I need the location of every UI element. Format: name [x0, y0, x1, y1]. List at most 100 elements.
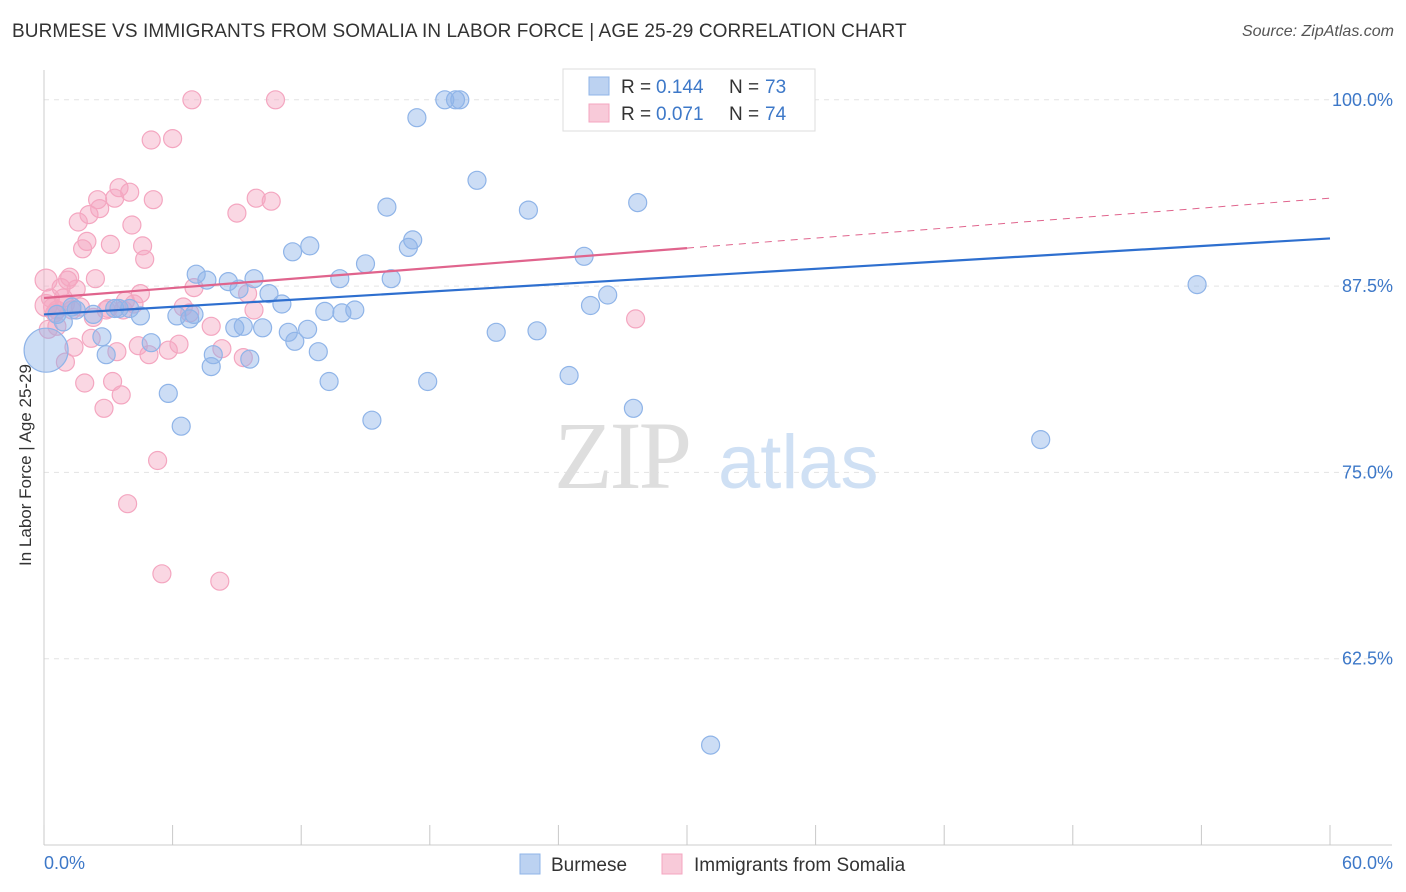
source-label: Source: ZipAtlas.com: [1241, 23, 1394, 40]
point-somalia: [90, 199, 110, 219]
point-burmese: [272, 294, 292, 314]
point-burmese: [362, 410, 382, 430]
point-burmese: [580, 295, 601, 316]
point-burmese: [283, 242, 303, 262]
x-tick-label: 0.0%: [44, 853, 85, 873]
trend-line-somalia: [43, 247, 688, 300]
point-somalia: [158, 340, 178, 360]
point-burmese: [233, 316, 253, 336]
point-somalia: [107, 342, 127, 362]
chart-title: BURMESE VS IMMIGRANTS FROM SOMALIA IN LA…: [12, 21, 907, 42]
bottom-legend-label: Immigrants from Somalia: [694, 855, 906, 876]
point-somalia: [85, 269, 106, 289]
trend-line-somalia-extension: [686, 197, 1331, 249]
y-tick-label: 100.0%: [1332, 90, 1393, 110]
point-somalia: [261, 191, 281, 211]
point-somalia: [143, 190, 163, 210]
point-burmese: [218, 272, 238, 292]
gridlines: [44, 99, 1392, 660]
point-somalia: [117, 494, 138, 514]
point-burmese: [1187, 275, 1207, 295]
point-burmese: [1031, 430, 1051, 450]
point-burmese: [450, 90, 470, 110]
point-somalia: [244, 300, 264, 320]
point-burmese: [240, 349, 260, 369]
legend-swatch: [588, 103, 610, 123]
point-somalia: [77, 231, 97, 251]
legend-r-value: 0.144: [656, 77, 704, 98]
series-somalia-points: [34, 90, 646, 591]
point-burmese: [244, 269, 264, 289]
legend-r-label: R =: [621, 77, 651, 98]
point-burmese: [355, 254, 376, 274]
point-burmese: [435, 90, 455, 110]
point-burmese: [259, 284, 279, 304]
point-burmese: [315, 301, 335, 321]
legend-n-label: N =: [729, 104, 759, 125]
series-burmese-points: [23, 90, 1207, 755]
bottom-legend: Burmese Immigrants from Somalia: [519, 853, 906, 876]
point-somalia: [201, 316, 221, 336]
point-burmese: [559, 365, 579, 386]
point-somalia: [227, 203, 247, 223]
point-burmese: [92, 327, 112, 347]
point-burmese: [285, 331, 305, 351]
point-somalia: [122, 215, 142, 235]
point-burmese: [445, 90, 466, 110]
point-somalia: [139, 345, 159, 365]
x-tick-label: 60.0%: [1342, 853, 1393, 873]
point-somalia: [102, 371, 123, 392]
legend-n-label: N =: [729, 77, 759, 98]
legend-r-label: R =: [621, 104, 651, 125]
point-somalia: [210, 571, 230, 591]
trend-lines: [43, 197, 1331, 316]
point-somalia: [169, 334, 189, 354]
point-somalia: [246, 188, 266, 208]
tick-labels: 100.0% 87.5% 75.0% 62.5% 0.0% 60.0%: [44, 90, 1393, 873]
point-somalia: [68, 212, 88, 232]
point-somalia: [141, 130, 161, 150]
point-burmese: [96, 345, 116, 365]
point-somalia: [66, 279, 86, 299]
point-somalia: [152, 564, 172, 584]
legend-n-value: 73: [765, 77, 786, 98]
point-burmese: [105, 298, 125, 319]
watermark: ZIP atlas: [554, 402, 879, 509]
point-burmese: [319, 371, 339, 392]
point-burmese: [623, 398, 644, 418]
point-burmese: [83, 304, 103, 324]
point-burmese: [467, 170, 487, 190]
point-burmese: [300, 236, 320, 256]
point-burmese: [158, 383, 178, 403]
point-somalia: [94, 398, 114, 418]
point-somalia: [148, 450, 168, 471]
point-somalia: [130, 284, 150, 304]
point-somalia: [64, 337, 84, 357]
y-tick-label: 75.0%: [1342, 462, 1393, 482]
point-somalia: [109, 178, 129, 198]
stats-legend: R = 0.144 N = 73 R = 0.071 N = 74: [562, 68, 816, 132]
trend-line-burmese: [43, 237, 1331, 316]
point-burmese: [628, 193, 648, 213]
point-burmese: [66, 300, 86, 320]
point-somalia: [75, 373, 95, 393]
point-burmese: [598, 285, 618, 305]
point-somalia: [163, 129, 183, 149]
point-burmese: [201, 357, 221, 377]
point-burmese: [186, 264, 206, 284]
legend-n-value: 74: [765, 104, 787, 125]
bottom-legend-swatch: [661, 853, 683, 875]
point-burmese: [518, 200, 539, 220]
point-burmese: [700, 735, 721, 755]
axes: [43, 70, 1392, 846]
point-somalia: [111, 385, 131, 405]
point-burmese: [381, 269, 401, 289]
point-somalia: [135, 249, 155, 269]
point-burmese: [298, 319, 318, 339]
y-tick-label: 62.5%: [1342, 649, 1393, 669]
point-burmese: [141, 333, 161, 353]
point-burmese: [403, 230, 423, 250]
point-somalia: [60, 267, 80, 287]
legend-r-value: 0.071: [656, 104, 704, 125]
